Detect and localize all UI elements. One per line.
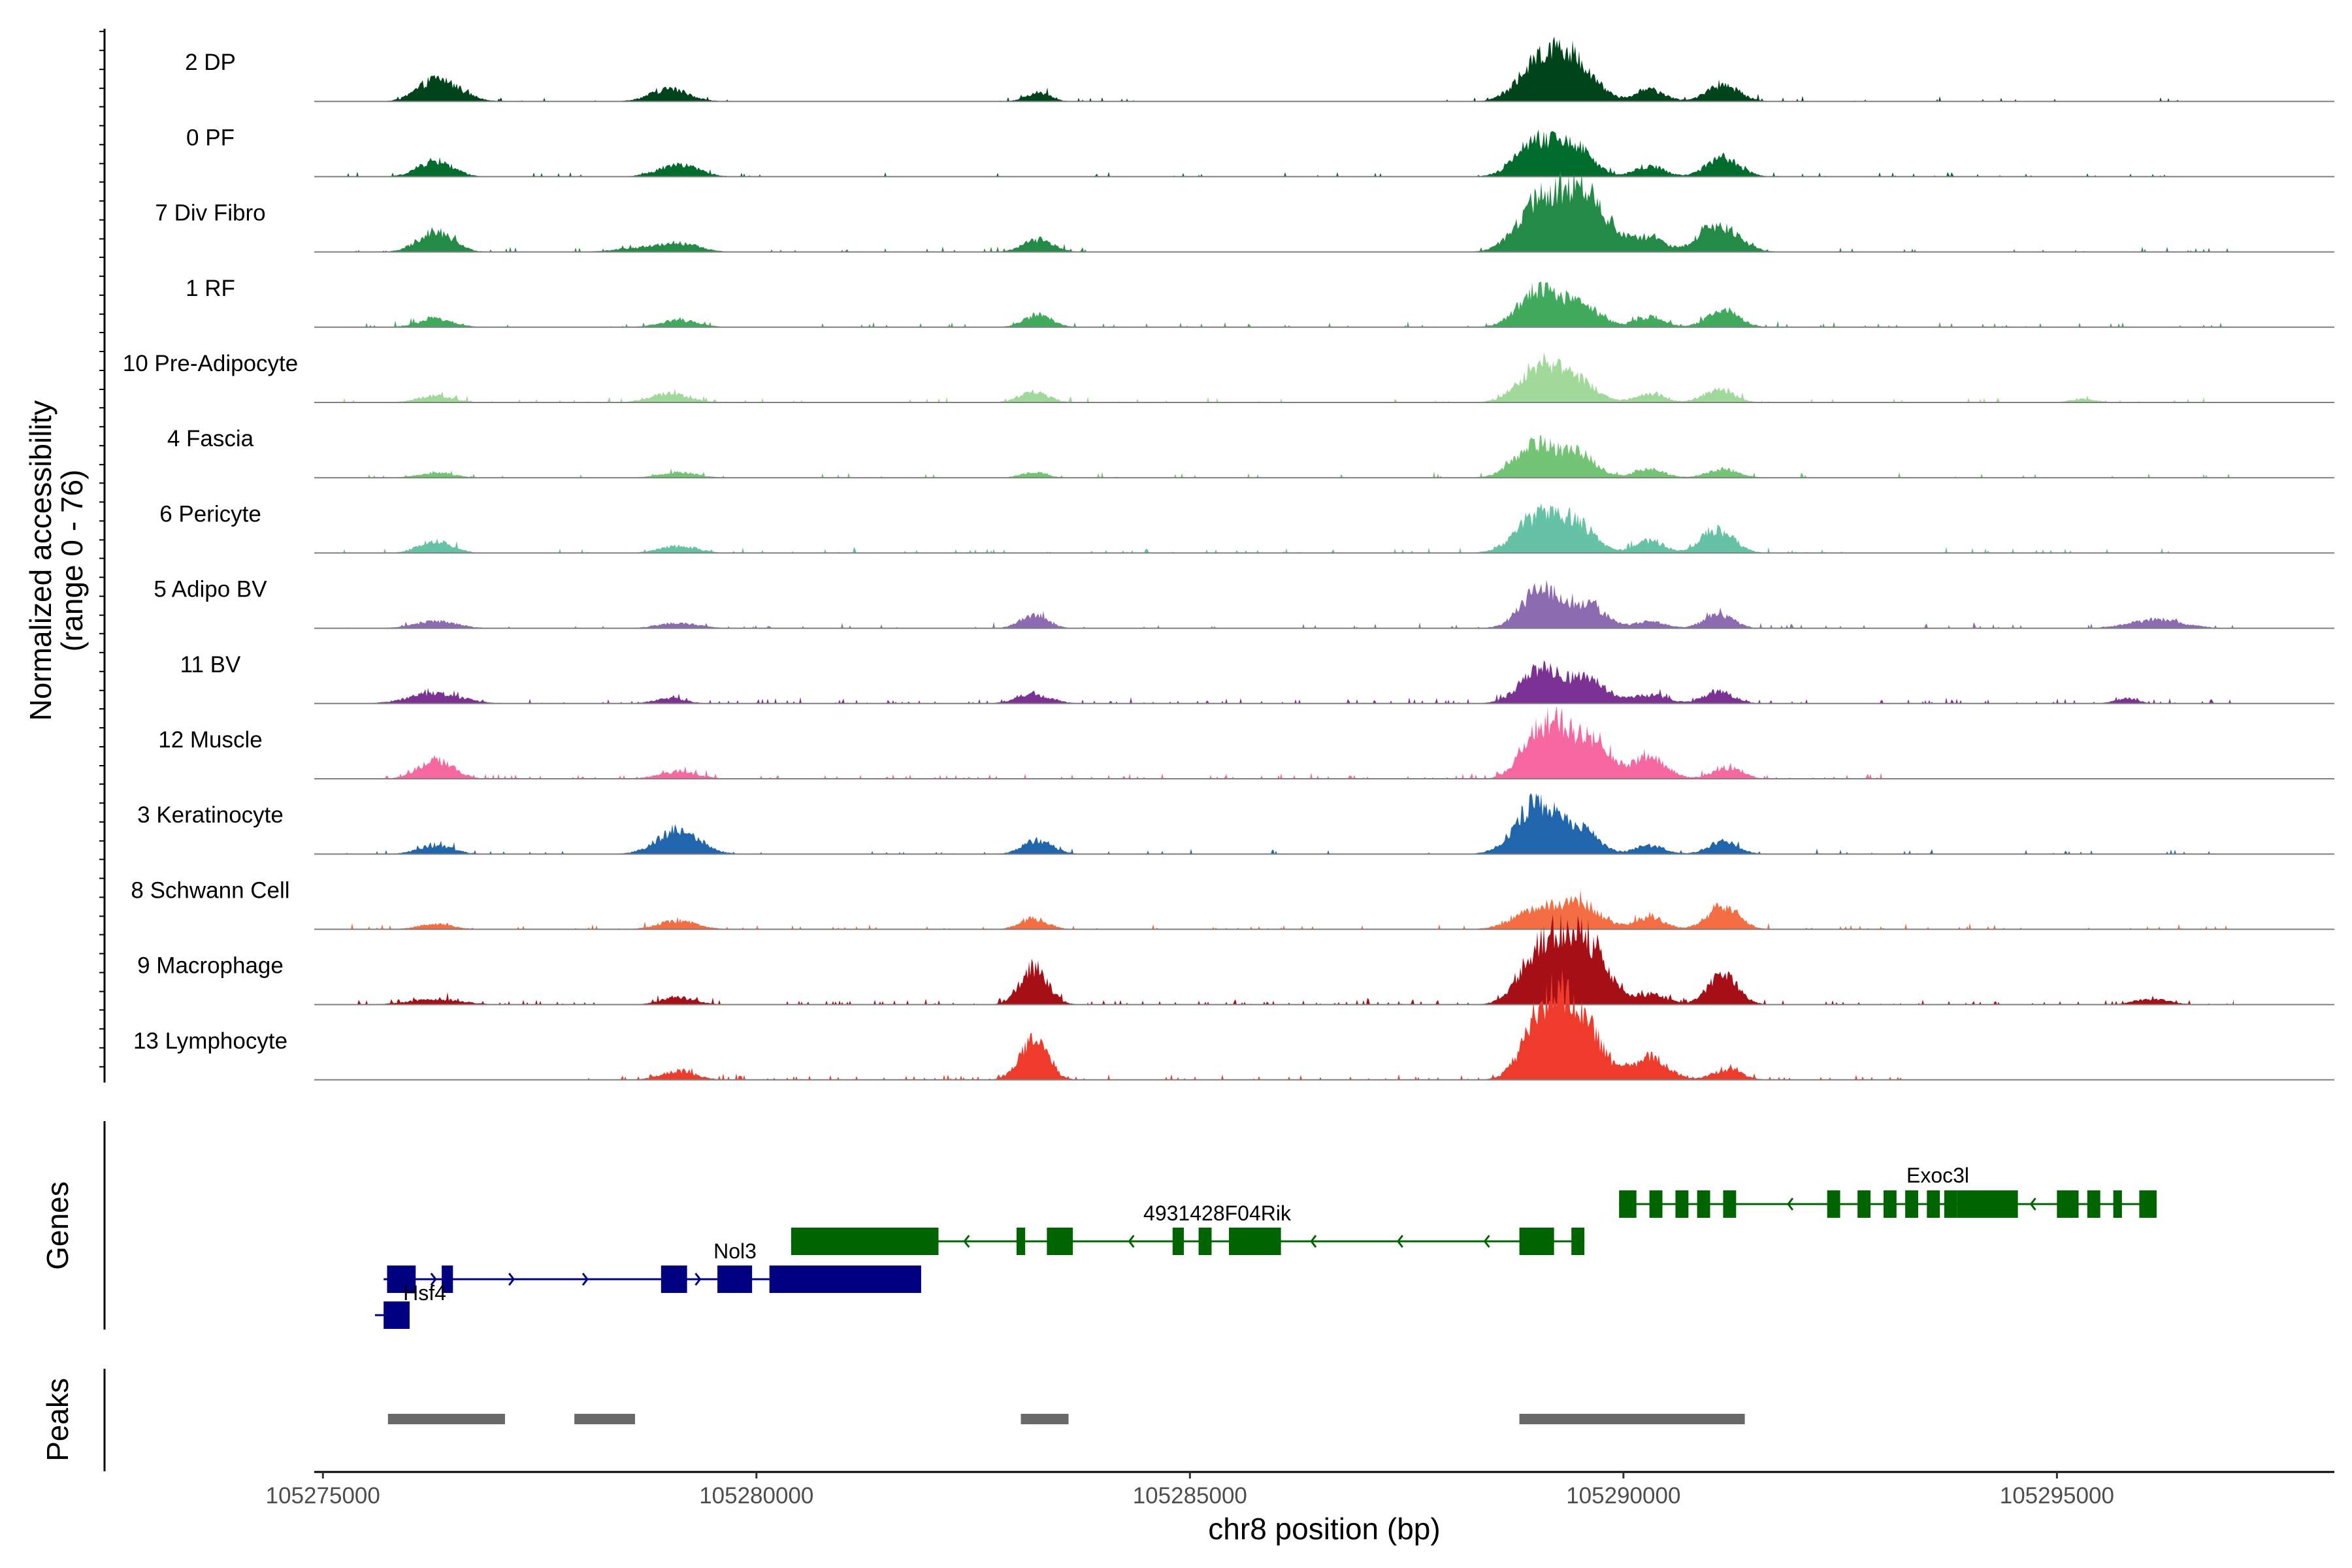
- gene-label: Exoc3l: [1906, 1164, 1969, 1187]
- track-10-pre-adipocyte: 10 Pre-Adipocyte: [123, 351, 2334, 403]
- peaks-panel-title: Peaks: [41, 1378, 74, 1462]
- track-label: 5 Adipo BV: [154, 577, 267, 602]
- peak-region: [387, 1414, 505, 1424]
- track-label: 12 Muscle: [158, 727, 263, 753]
- track-label: 1 RF: [186, 276, 235, 301]
- exon: [1905, 1190, 1919, 1218]
- gene-hsf4: Hsf4: [384, 1266, 921, 1305]
- gene-nol3: Nol3: [374, 1239, 757, 1329]
- track-label: 2 DP: [185, 50, 236, 75]
- track-13-lymphocyte: 13 Lymphocyte: [133, 968, 2334, 1081]
- exon: [1944, 1190, 1957, 1218]
- strand-arrow: [963, 1235, 970, 1248]
- exon: [717, 1266, 753, 1293]
- track-8-schwann-cell: 8 Schwann Cell: [131, 877, 2334, 930]
- peak-region: [1519, 1414, 1745, 1424]
- gene-label: 4931428F04Rik: [1143, 1201, 1292, 1225]
- gene-4931428f04rik: 4931428F04Rik: [791, 1201, 1585, 1255]
- track-label: 7 Div Fibro: [155, 201, 265, 226]
- exon: [442, 1266, 453, 1293]
- exon: [1519, 1228, 1554, 1255]
- track-9-macrophage: 9 Macrophage: [137, 913, 2334, 1005]
- gene-exoc3l: Exoc3l: [1619, 1164, 2157, 1218]
- x-axis-ticks: 105275000 105280000 105285000 105290000 1052…: [266, 1472, 2114, 1509]
- track-label: 11 BV: [180, 652, 241, 678]
- track-label: 13 Lymphocyte: [133, 1028, 287, 1054]
- exon: [387, 1266, 416, 1293]
- track-5-adipo-bv: 5 Adipo BV: [154, 577, 2334, 629]
- exon: [2057, 1190, 2079, 1218]
- track-6-pericyte: 6 Pericyte: [159, 501, 2334, 554]
- x-tick-label: 105285000: [1133, 1483, 1247, 1509]
- track-11-bv: 11 BV: [180, 652, 2334, 704]
- strand-arrow: [508, 1273, 515, 1286]
- strand-arrow: [1310, 1235, 1317, 1248]
- strand-arrow: [1483, 1235, 1490, 1248]
- exon: [1697, 1190, 1710, 1218]
- exon: [1047, 1228, 1073, 1255]
- strand-arrow: [1886, 1198, 1893, 1211]
- strand-arrow: [694, 1273, 702, 1286]
- exon: [1857, 1190, 1871, 1218]
- track-label: 6 Pericyte: [159, 501, 261, 527]
- x-tick-label: 105290000: [1566, 1483, 1680, 1509]
- track-12-muscle: 12 Muscle: [158, 706, 2334, 779]
- x-tick-label: 105280000: [699, 1483, 813, 1509]
- exon: [1619, 1190, 1637, 1218]
- track-7-div-fibro: 7 Div Fibro: [155, 170, 2334, 253]
- peak-region: [574, 1414, 636, 1424]
- x-tick-label: 105275000: [266, 1483, 380, 1509]
- strand-arrow: [2029, 1198, 2036, 1211]
- strand-arrow: [1128, 1235, 1135, 1248]
- exon: [1172, 1228, 1184, 1255]
- peak-region: [1021, 1414, 1069, 1424]
- x-tick-label: 105295000: [2000, 1483, 2114, 1509]
- exon: [661, 1266, 687, 1293]
- exon: [791, 1228, 939, 1255]
- exon: [1675, 1190, 1689, 1218]
- strand-arrow: [581, 1273, 589, 1286]
- track-label: 0 PF: [186, 125, 235, 150]
- genes-panel-title: Genes: [41, 1181, 74, 1270]
- coverage-tracks: 2 DP 0 PF 7 Div Fibro 1 RF 10 Pre-Adipocyte 4…: [123, 36, 2334, 1081]
- exon: [1016, 1228, 1026, 1255]
- gene-label: Hsf4: [403, 1281, 446, 1305]
- track-2-dp: 2 DP: [185, 36, 2334, 103]
- exon: [1198, 1228, 1212, 1255]
- gene-annotations: Hsf4 Nol3 4931428F04Rik Exoc3l: [374, 1164, 2157, 1329]
- exon: [1649, 1190, 1663, 1218]
- exon: [1927, 1190, 1940, 1218]
- strand-arrow: [430, 1273, 437, 1286]
- strand-arrow: [1787, 1198, 1794, 1211]
- x-axis-title: chr8 position (bp): [1208, 1512, 1440, 1546]
- coverage-y-ticks: [99, 31, 105, 1068]
- strand-arrow: [1396, 1235, 1403, 1248]
- track-0-pf: 0 PF: [186, 125, 2334, 178]
- exon: [1883, 1190, 1897, 1218]
- exon: [384, 1301, 410, 1329]
- exon: [2139, 1190, 2157, 1218]
- track-label: 3 Keratinocyte: [137, 802, 284, 828]
- exon: [1827, 1190, 1840, 1218]
- y-axis-title-line1: Normalized accessibility: [24, 400, 57, 721]
- track-label: 4 Fascia: [167, 426, 254, 451]
- track-label: 10 Pre-Adipocyte: [123, 351, 298, 376]
- exon: [769, 1266, 921, 1293]
- y-axis-title-line2: (range 0 - 76): [55, 470, 89, 652]
- gene-label: Nol3: [713, 1239, 757, 1263]
- exon: [1229, 1228, 1281, 1255]
- track-label: 9 Macrophage: [137, 953, 284, 979]
- exon: [1723, 1190, 1737, 1218]
- exon: [1571, 1228, 1585, 1255]
- exon: [2113, 1190, 2122, 1218]
- exon: [2087, 1190, 2100, 1218]
- peak-regions: [387, 1414, 1745, 1424]
- track-4-fascia: 4 Fascia: [167, 426, 2334, 479]
- track-label: 8 Schwann Cell: [131, 877, 289, 903]
- track-3-keratinocyte: 3 Keratinocyte: [137, 792, 2334, 855]
- track-1-rf: 1 RF: [186, 276, 2334, 328]
- exon: [1957, 1190, 2018, 1218]
